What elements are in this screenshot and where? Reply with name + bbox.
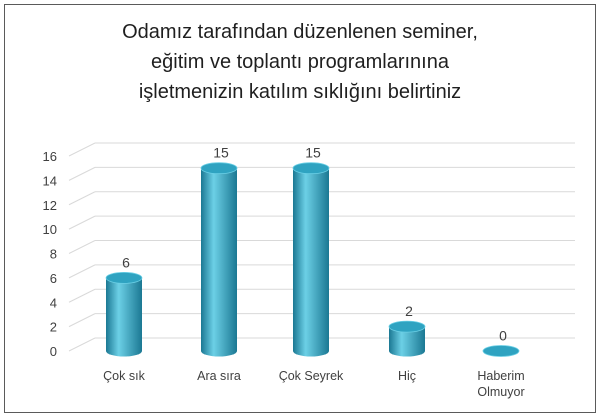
chart-frame: Odamız tarafından düzenlenen seminer, eğ… — [4, 4, 596, 413]
x-category-label: Haberim Olmuyor — [477, 369, 524, 399]
bar-top — [388, 320, 426, 333]
gridlines — [68, 142, 575, 352]
y-tick-label: 16 — [43, 149, 57, 164]
x-category-label: Çok Seyrek — [279, 369, 344, 383]
bar-top — [292, 162, 330, 175]
bar-body — [201, 168, 237, 357]
chart-title: Odamız tarafından düzenlenen seminer, eğ… — [122, 21, 478, 103]
y-tick-label: 4 — [50, 295, 57, 310]
gridline-depth — [68, 142, 96, 157]
data-label: 0 — [499, 328, 507, 344]
data-label: 15 — [213, 145, 229, 161]
bar-top — [482, 345, 520, 357]
gridline-depth — [68, 313, 96, 328]
gridline-depth — [68, 215, 96, 230]
y-tick-label: 8 — [50, 247, 57, 262]
gridline-depth — [68, 166, 96, 181]
x-category-label: Hiç — [398, 369, 416, 383]
bar-top — [105, 271, 143, 284]
bar — [482, 345, 520, 357]
bar-body — [389, 326, 425, 357]
bar — [292, 162, 330, 357]
data-labels: 6 15 15 2 0 — [122, 145, 507, 344]
bar-top — [200, 162, 238, 175]
data-label: 2 — [405, 303, 413, 319]
gridline-depth — [68, 191, 96, 206]
data-label: 15 — [305, 145, 321, 161]
bar-body — [293, 168, 329, 357]
y-tick-label: 10 — [43, 222, 57, 237]
x-axis-categories: Çok sık Ara sıra Çok Seyrek Hiç Haberim Olmuy… — [103, 369, 524, 399]
y-tick-label: 2 — [50, 320, 57, 335]
bar-body — [106, 277, 142, 357]
gridline-depth — [68, 337, 96, 352]
data-label: 6 — [122, 254, 130, 270]
bars — [105, 162, 520, 357]
gridline-depth — [68, 264, 96, 279]
bar — [388, 320, 426, 357]
y-tick-label: 14 — [43, 173, 57, 188]
y-axis-ticks: 0 2 4 6 8 10 12 14 16 — [43, 149, 57, 359]
x-category-label: Ara sıra — [197, 369, 241, 383]
gridline-depth — [68, 288, 96, 303]
y-tick-label: 0 — [50, 344, 57, 359]
gridline-depth — [68, 240, 96, 254]
x-category-label: Çok sık — [103, 369, 145, 383]
y-tick-label: 12 — [43, 198, 57, 213]
bar — [105, 271, 143, 357]
y-tick-label: 6 — [50, 271, 57, 286]
bar — [200, 162, 238, 357]
